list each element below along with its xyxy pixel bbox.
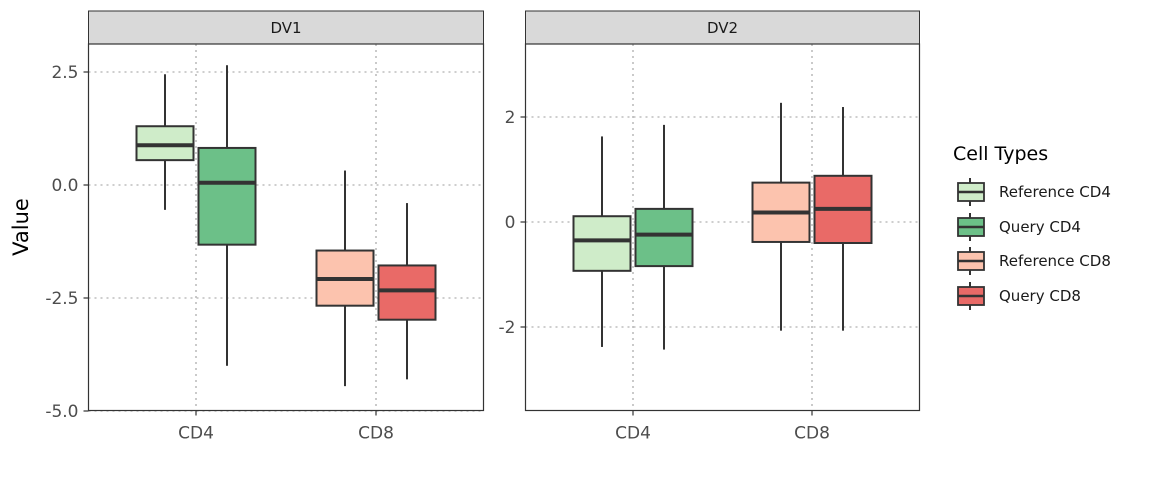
y-tick-label: 0.0 <box>51 176 78 196</box>
box-cd8-reference <box>315 170 375 387</box>
box-cd4-reference <box>135 74 195 210</box>
legend: Cell Types Reference CD4 Query CD4 Referen… <box>953 143 1111 310</box>
plot-background <box>88 44 484 411</box>
box-cd8-query <box>813 107 873 331</box>
box-body <box>197 146 257 246</box>
legend-label: Query CD8 <box>999 287 1081 305</box>
y-tick-label: 2.5 <box>51 63 78 83</box>
box-cd4-query <box>197 65 257 366</box>
x-tick-label: CD8 <box>358 424 394 444</box>
box-cd8-reference <box>751 102 811 331</box>
strip-label: DV1 <box>270 19 301 37</box>
box-body <box>135 125 195 162</box>
y-tick-label: -5.0 <box>45 402 78 422</box>
y-tick-label: 0 <box>505 213 516 233</box>
legend-title: Cell Types <box>953 143 1048 165</box>
x-tick-label: CD8 <box>794 424 830 444</box>
legend-label: Query CD4 <box>999 218 1081 236</box>
box-cd8-query <box>377 203 437 380</box>
legend-label: Reference CD4 <box>999 183 1111 201</box>
panel-border <box>87 43 485 412</box>
panels: DV1 2.5 0.0 -2.5 -5.0 CD4 CD8 DV2 2 0 -2 CD4 CD8 <box>45 10 921 444</box>
legend-label: Reference CD8 <box>999 252 1111 270</box>
legend-item: Reference CD8 <box>957 247 1111 275</box>
box-cd4-query <box>634 124 694 350</box>
panel-dv1: DV1 2.5 0.0 -2.5 -5.0 CD4 CD8 <box>45 10 485 444</box>
legend-item: Query CD8 <box>957 282 1081 310</box>
strip-label: DV2 <box>707 19 738 37</box>
y-tick-label: 2 <box>505 108 516 128</box>
panel-border <box>524 43 921 412</box>
y-axis-title: Value <box>9 198 33 256</box>
strip-background <box>88 10 484 45</box>
x-tick-label: CD4 <box>178 424 214 444</box>
legend-item: Reference CD4 <box>957 178 1111 206</box>
box-cd4-reference <box>572 136 632 347</box>
y-tick-label: -2.5 <box>45 289 78 309</box>
x-tick-label: CD4 <box>615 424 651 444</box>
box-body <box>572 215 632 272</box>
box-body <box>634 207 694 268</box>
box-body <box>377 264 437 321</box>
panel-dv2: DV2 2 0 -2 CD4 CD8 <box>499 10 921 444</box>
y-tick-label: -2 <box>499 318 516 338</box>
legend-item: Query CD4 <box>957 213 1081 241</box>
